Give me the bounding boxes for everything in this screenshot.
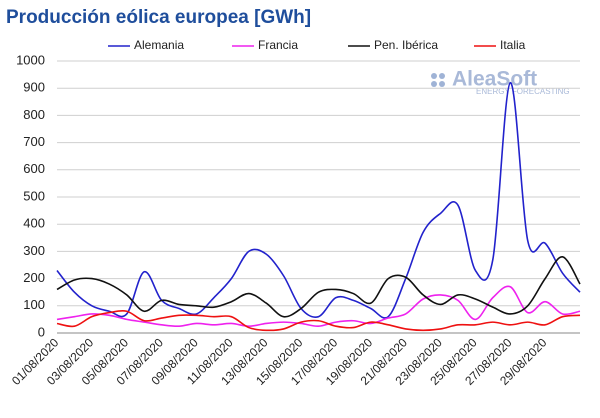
- logo-tagline: ENERGY FORECASTING: [476, 87, 570, 96]
- legend-label: Francia: [258, 38, 298, 52]
- logo-name: AleaSoft: [452, 68, 537, 91]
- y-tick-label: 300: [23, 243, 45, 258]
- series-line: [56, 81, 581, 319]
- logo-dot: [431, 81, 437, 87]
- logo: AleaSoft ENERGY FORECASTING: [431, 68, 570, 96]
- y-tick-label: 1000: [16, 52, 45, 67]
- series-line: [56, 256, 581, 318]
- y-tick-label: 400: [23, 216, 45, 231]
- y-tick-label: 100: [23, 297, 45, 312]
- y-tick-label: 0: [38, 324, 45, 339]
- logo-dot: [439, 73, 445, 79]
- legend-label: Alemania: [134, 38, 184, 52]
- y-tick-label: 200: [23, 270, 45, 285]
- y-tick-label: 600: [23, 161, 45, 176]
- y-tick-label: 900: [23, 80, 45, 95]
- logo-dot: [431, 73, 437, 79]
- series-line: [56, 285, 581, 328]
- chart-title: Producción eólica europea [GWh]: [6, 7, 311, 28]
- y-tick-label: 700: [23, 134, 45, 149]
- legend-label: Italia: [500, 38, 526, 52]
- series-line: [56, 309, 581, 332]
- y-tick-label: 500: [23, 188, 45, 203]
- logo-dot: [439, 81, 445, 87]
- y-tick-label: 800: [23, 107, 45, 122]
- legend-label: Pen. Ibérica: [374, 38, 438, 52]
